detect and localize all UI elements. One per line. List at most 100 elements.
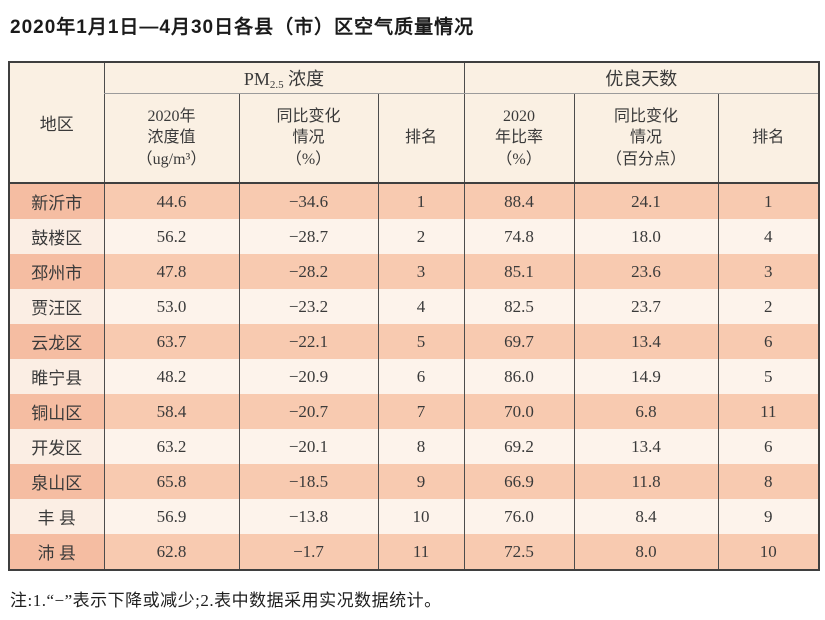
table-row: 丰 县 56.9 −13.8 10 76.0 8.4 9: [8, 499, 820, 534]
pm-rank-cell: 11: [377, 534, 465, 570]
pm-label-base: PM: [243, 69, 270, 89]
table-body: 新沂市 44.6 −34.6 1 88.4 24.1 1 鼓楼区 56.2 −2…: [8, 183, 820, 570]
column-header-pm-value: 2020年 浓度值 （ug/m³）: [103, 93, 239, 184]
region-cell: 开发区: [8, 429, 104, 464]
pm-change-cell: −28.2: [238, 254, 378, 289]
pm-value-cell: 47.8: [103, 254, 239, 289]
days-change-cell: 18.0: [573, 219, 719, 254]
pm-rank-cell: 7: [377, 394, 465, 429]
days-ratio-cell: 69.7: [463, 324, 575, 359]
days-rank-cell: 1: [717, 183, 820, 219]
pm-change-cell: −23.2: [238, 289, 378, 324]
table-row: 泉山区 65.8 −18.5 9 66.9 11.8 8: [8, 464, 820, 499]
days-ratio-cell: 69.2: [463, 429, 575, 464]
days-change-cell: 11.8: [573, 464, 719, 499]
column-group-good-days: 优良天数: [463, 62, 820, 94]
pm-change-cell: −1.7: [238, 534, 378, 570]
pm-value-cell: 58.4: [103, 394, 239, 429]
region-cell: 铜山区: [8, 394, 104, 429]
days-rank-cell: 8: [717, 464, 820, 499]
table-row: 鼓楼区 56.2 −28.7 2 74.8 18.0 4: [8, 219, 820, 254]
region-cell: 丰 县: [8, 499, 104, 534]
days-ratio-cell: 72.5: [463, 534, 575, 570]
days-change-cell: 6.8: [573, 394, 719, 429]
days-rank-cell: 9: [717, 499, 820, 534]
days-ratio-cell: 85.1: [463, 254, 575, 289]
days-change-cell: 8.4: [573, 499, 719, 534]
days-change-cell: 13.4: [573, 324, 719, 359]
pm-rank-cell: 4: [377, 289, 465, 324]
page-title: 2020年1月1日—4月30日各县（市）区空气质量情况: [10, 17, 475, 38]
column-header-pm-rank: 排名: [377, 93, 465, 184]
pm-rank-cell: 1: [377, 183, 465, 219]
table-row: 开发区 63.2 −20.1 8 69.2 13.4 6: [8, 429, 820, 464]
pm-value-cell: 53.0: [103, 289, 239, 324]
pm-change-cell: −18.5: [238, 464, 378, 499]
column-header-pm-change: 同比变化 情况 （%）: [238, 93, 378, 184]
pm-rank-cell: 9: [377, 464, 465, 499]
pm-change-cell: −34.6: [238, 183, 378, 219]
region-cell: 邳州市: [8, 254, 104, 289]
days-rank-cell: 11: [717, 394, 820, 429]
table-row: 新沂市 44.6 −34.6 1 88.4 24.1 1: [8, 183, 820, 219]
days-change-cell: 24.1: [573, 183, 719, 219]
pm-label-subscript: 2.5: [269, 79, 284, 91]
days-ratio-cell: 88.4: [463, 183, 575, 219]
pm-change-cell: −28.7: [238, 219, 378, 254]
days-ratio-cell: 70.0: [463, 394, 575, 429]
days-change-cell: 8.0: [573, 534, 719, 570]
region-cell: 贾汪区: [8, 289, 104, 324]
pm-rank-cell: 5: [377, 324, 465, 359]
pm-change-cell: −20.7: [238, 394, 378, 429]
table-row: 铜山区 58.4 −20.7 7 70.0 6.8 11: [8, 394, 820, 429]
footnote: 注:1.“−”表示下降或减少;2.表中数据采用实况数据统计。: [10, 591, 442, 610]
pm-value-cell: 63.7: [103, 324, 239, 359]
days-rank-cell: 4: [717, 219, 820, 254]
region-cell: 泉山区: [8, 464, 104, 499]
pm-change-cell: −22.1: [238, 324, 378, 359]
days-change-cell: 13.4: [573, 429, 719, 464]
pm-label-suffix: 浓度: [283, 69, 325, 89]
pm-change-cell: −20.9: [238, 359, 378, 394]
days-ratio-cell: 66.9: [463, 464, 575, 499]
region-cell: 云龙区: [8, 324, 104, 359]
column-header-region: 地区: [8, 62, 104, 184]
days-ratio-cell: 82.5: [463, 289, 575, 324]
region-cell: 鼓楼区: [8, 219, 104, 254]
region-cell: 新沂市: [8, 183, 104, 219]
days-rank-cell: 5: [717, 359, 820, 394]
column-header-days-change: 同比变化 情况 （百分点）: [573, 93, 719, 184]
table-row: 睢宁县 48.2 −20.9 6 86.0 14.9 5: [8, 359, 820, 394]
region-cell: 睢宁县: [8, 359, 104, 394]
pm-value-cell: 44.6: [103, 183, 239, 219]
table-row: 沛 县 62.8 −1.7 11 72.5 8.0 10: [8, 534, 820, 570]
days-rank-cell: 3: [717, 254, 820, 289]
days-change-cell: 23.6: [573, 254, 719, 289]
pm-value-cell: 56.2: [103, 219, 239, 254]
pm-value-cell: 62.8: [103, 534, 239, 570]
column-header-days-rank: 排名: [717, 93, 820, 184]
days-ratio-cell: 86.0: [463, 359, 575, 394]
days-change-cell: 23.7: [573, 289, 719, 324]
pm-value-cell: 56.9: [103, 499, 239, 534]
table-row: 邳州市 47.8 −28.2 3 85.1 23.6 3: [8, 254, 820, 289]
days-rank-cell: 6: [717, 324, 820, 359]
pm-rank-cell: 8: [377, 429, 465, 464]
days-ratio-cell: 76.0: [463, 499, 575, 534]
pm-rank-cell: 6: [377, 359, 465, 394]
days-rank-cell: 2: [717, 289, 820, 324]
table-row: 云龙区 63.7 −22.1 5 69.7 13.4 6: [8, 324, 820, 359]
pm-change-cell: −13.8: [238, 499, 378, 534]
days-rank-cell: 10: [717, 534, 820, 570]
pm-rank-cell: 3: [377, 254, 465, 289]
air-quality-table: 地区 PM2.5 浓度 优良天数 2020年 浓度值 （ug/m³） 同比变化 …: [8, 61, 821, 571]
pm-change-cell: −20.1: [238, 429, 378, 464]
days-change-cell: 14.9: [573, 359, 719, 394]
days-rank-cell: 6: [717, 429, 820, 464]
pm-value-cell: 48.2: [103, 359, 239, 394]
group-header-row: 地区 PM2.5 浓度 优良天数: [8, 62, 820, 184]
table-header: 地区 PM2.5 浓度 优良天数 2020年 浓度值 （ug/m³） 同比变化 …: [8, 62, 820, 184]
region-cell: 沛 县: [8, 534, 104, 570]
pm-value-cell: 65.8: [103, 464, 239, 499]
